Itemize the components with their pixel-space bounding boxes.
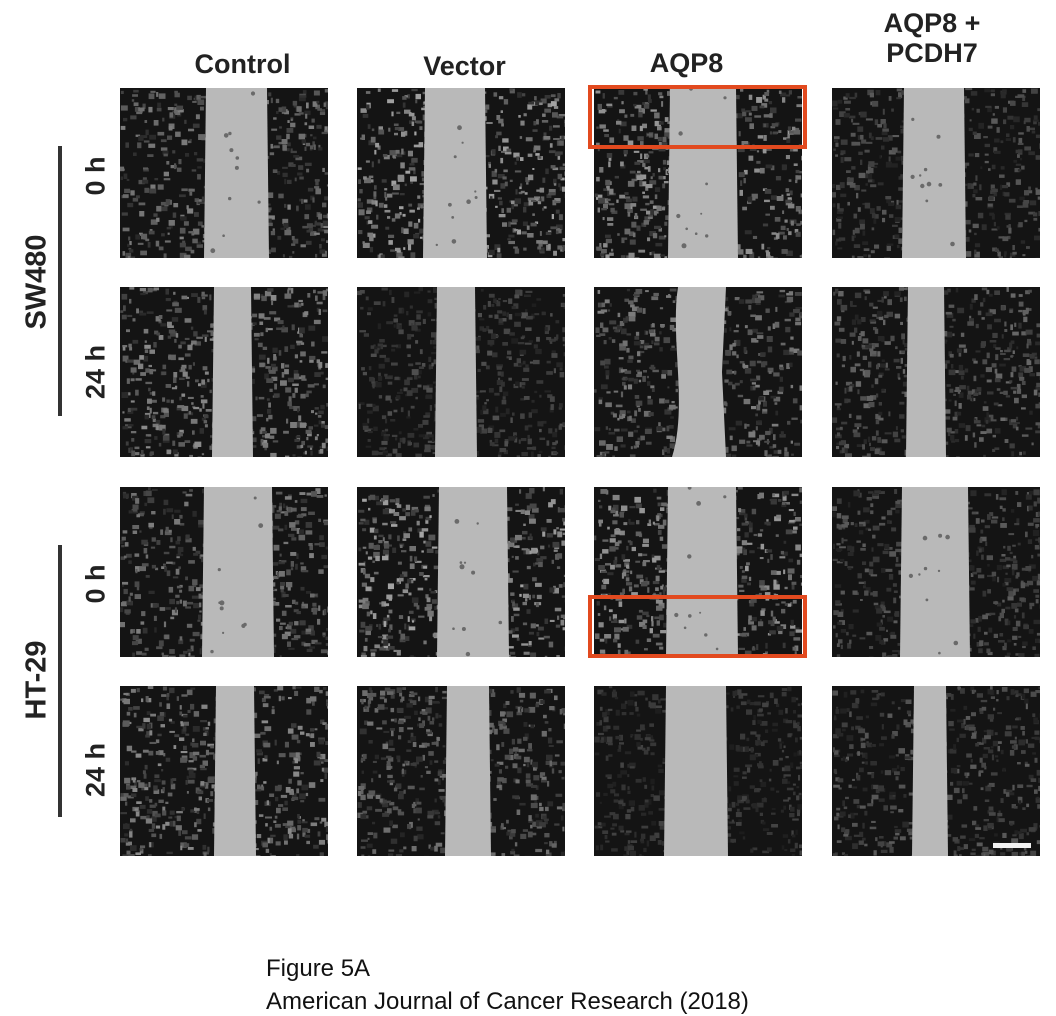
micrograph-ht29-24h-control <box>120 686 328 856</box>
column-header-aqp8-pcdh7: AQP8 + PCDH7 <box>832 8 1032 68</box>
group-bar-ht29 <box>58 545 62 817</box>
micrograph-ht29-0h-aqp8 <box>594 487 802 657</box>
group-bar-sw480 <box>58 146 62 416</box>
row-time-ht29-0h: 0 h <box>81 564 112 603</box>
row-time-sw480-24h: 24 h <box>81 345 112 399</box>
column-header-control: Control <box>120 49 365 79</box>
micrograph-ht29-0h-vector <box>357 487 565 657</box>
column-header-vector: Vector <box>357 51 572 81</box>
micrograph-sw480-0h-aqp8-pcdh7 <box>832 88 1040 258</box>
micrograph-ht29-24h-aqp8 <box>594 686 802 856</box>
micrograph-ht29-0h-control <box>120 487 328 657</box>
micrograph-ht29-24h-vector <box>357 686 565 856</box>
micrograph-ht29-0h-aqp8-pcdh7 <box>832 487 1040 657</box>
row-group-ht29: HT-29 <box>21 641 54 720</box>
figure-caption-title: Figure 5A <box>266 955 370 983</box>
column-header-aqp8-pcdh7-line2: PCDH7 <box>832 38 1032 68</box>
column-header-aqp8-pcdh7-line1: AQP8 + <box>832 8 1032 38</box>
micrograph-sw480-0h-control <box>120 88 328 258</box>
micrograph-sw480-24h-aqp8 <box>594 287 802 457</box>
figure-caption-source: American Journal of Cancer Research (201… <box>266 988 749 1016</box>
micrograph-ht29-24h-aqp8-pcdh7 <box>832 686 1040 856</box>
micrograph-sw480-24h-control <box>120 287 328 457</box>
scale-bar <box>993 843 1031 848</box>
row-group-sw480: SW480 <box>21 234 54 329</box>
row-time-ht29-24h: 24 h <box>81 743 112 797</box>
micrograph-sw480-24h-aqp8-pcdh7 <box>832 287 1040 457</box>
micrograph-sw480-24h-vector <box>357 287 565 457</box>
micrograph-sw480-0h-vector <box>357 88 565 258</box>
column-header-aqp8: AQP8 <box>594 48 779 78</box>
micrograph-sw480-0h-aqp8 <box>594 88 802 258</box>
row-time-sw480-0h: 0 h <box>81 156 112 195</box>
